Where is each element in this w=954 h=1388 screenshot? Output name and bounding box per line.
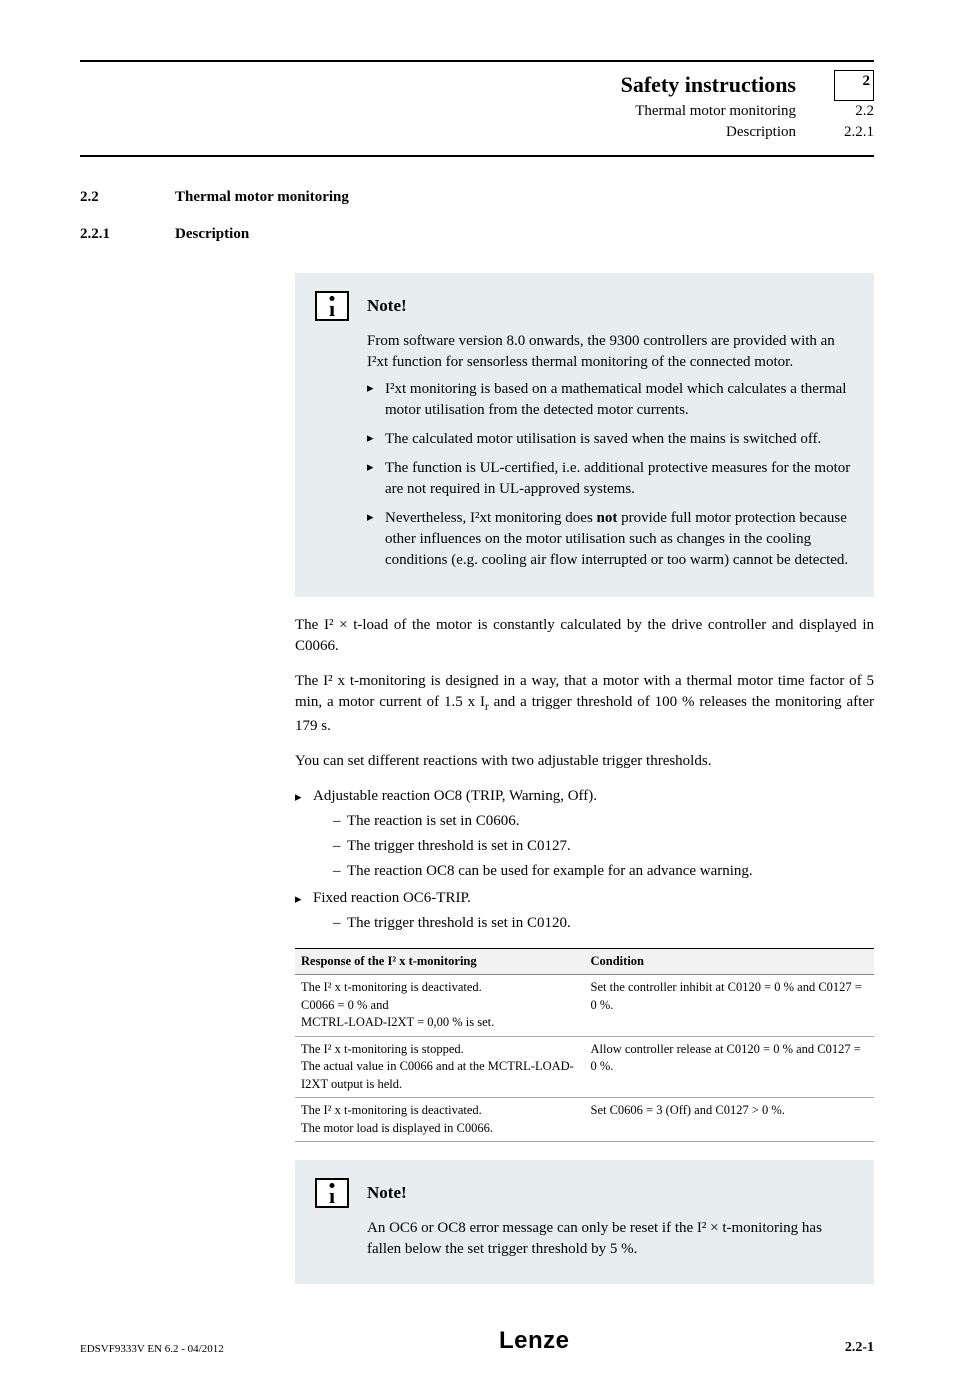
header-subtitle-2: Description — [726, 122, 796, 143]
body-list-item: Adjustable reaction OC8 (TRIP, Warning, … — [295, 786, 874, 882]
note-intro: From software version 8.0 onwards, the 9… — [367, 331, 854, 373]
table-cell: The I² x t-monitoring is deactivated.The… — [295, 1098, 585, 1142]
running-header: Safety instructions 2 Thermal motor moni… — [80, 70, 874, 143]
note-bullet: I²xt monitoring is based on a mathematic… — [367, 379, 854, 421]
note-body: From software version 8.0 onwards, the 9… — [367, 331, 854, 571]
list-item-text: Fixed reaction OC6-TRIP. — [313, 890, 471, 906]
body-list-item: Fixed reaction OC6-TRIP. The trigger thr… — [295, 888, 874, 934]
footer-center: Lenze — [224, 1324, 845, 1358]
section-heading-2: 2.2.1 Description — [80, 224, 874, 245]
note-bullet: The calculated motor utilisation is save… — [367, 429, 854, 450]
content-column: ı Note! From software version 8.0 onward… — [295, 273, 874, 1284]
subsection-number: 2.2.1 — [80, 224, 175, 245]
info-icon: ı — [315, 291, 349, 321]
dash-item: The trigger threshold is set in C0127. — [333, 836, 874, 857]
body-paragraph: The I² × t-load of the motor is constant… — [295, 615, 874, 657]
table-cell: The I² x t-monitoring is stopped.The act… — [295, 1036, 585, 1098]
chapter-number-box: 2 — [834, 70, 874, 101]
info-icon: ı — [315, 1178, 349, 1208]
header-title: Safety instructions — [621, 70, 796, 101]
top-rule — [80, 60, 874, 62]
section-heading-1: 2.2 Thermal motor monitoring — [80, 187, 874, 208]
table-cell: Set the controller inhibit at C0120 = 0 … — [585, 975, 875, 1037]
header-subtitle-1: Thermal motor monitoring — [635, 101, 796, 122]
table-row: The I² x t-monitoring is deactivated.The… — [295, 1098, 874, 1142]
response-table: Response of the I² x t-monitoring Condit… — [295, 948, 874, 1143]
subsection-title: Description — [175, 224, 249, 245]
note-bullet: Nevertheless, I²xt monitoring does not p… — [367, 508, 854, 571]
body-paragraph: The I² x t-monitoring is designed in a w… — [295, 671, 874, 737]
section-title: Thermal motor monitoring — [175, 187, 349, 208]
note-header: ı Note! — [315, 1178, 854, 1208]
note-bullet: The function is UL-certified, i.e. addit… — [367, 458, 854, 500]
note-title: Note! — [367, 294, 407, 318]
page: Safety instructions 2 Thermal motor moni… — [0, 0, 954, 1388]
header-subtitle-1-num: 2.2 — [834, 101, 874, 122]
header-subtitle-2-num: 2.2.1 — [834, 122, 874, 143]
dash-item: The reaction OC8 can be used for example… — [333, 861, 874, 882]
table-cell: Set C0606 = 3 (Off) and C0127 > 0 %. — [585, 1098, 875, 1142]
dash-sublist: The reaction is set in C0606. The trigge… — [333, 811, 874, 882]
body-list: Adjustable reaction OC8 (TRIP, Warning, … — [295, 786, 874, 934]
note-box-1: ı Note! From software version 8.0 onward… — [295, 273, 874, 597]
table-row: The I² x t-monitoring is stopped.The act… — [295, 1036, 874, 1098]
note-text: An OC6 or OC8 error message can only be … — [367, 1218, 854, 1260]
header-rule — [80, 155, 874, 157]
table-cell: Allow controller release at C0120 = 0 % … — [585, 1036, 875, 1098]
table-cell: The I² x t-monitoring is deactivated.C00… — [295, 975, 585, 1037]
dash-item: The trigger threshold is set in C0120. — [333, 913, 874, 934]
note-bullet-list: I²xt monitoring is based on a mathematic… — [367, 379, 854, 571]
note-title: Note! — [367, 1181, 407, 1205]
section-number: 2.2 — [80, 187, 175, 208]
table-header-cell: Condition — [585, 948, 875, 975]
dash-sublist: The trigger threshold is set in C0120. — [333, 913, 874, 934]
list-item-text: Adjustable reaction OC8 (TRIP, Warning, … — [313, 788, 597, 804]
note-body: An OC6 or OC8 error message can only be … — [367, 1218, 854, 1260]
body-paragraph: You can set different reactions with two… — [295, 751, 874, 772]
table-header-row: Response of the I² x t-monitoring Condit… — [295, 948, 874, 975]
table-header-cell: Response of the I² x t-monitoring — [295, 948, 585, 975]
dash-item: The reaction is set in C0606. — [333, 811, 874, 832]
note-header: ı Note! — [315, 291, 854, 321]
footer-page-number: 2.2-1 — [845, 1338, 874, 1358]
page-footer: EDSVF9333V EN 6.2 - 04/2012 Lenze 2.2-1 — [80, 1324, 874, 1358]
note-box-2: ı Note! An OC6 or OC8 error message can … — [295, 1160, 874, 1284]
table-row: The I² x t-monitoring is deactivated.C00… — [295, 975, 874, 1037]
